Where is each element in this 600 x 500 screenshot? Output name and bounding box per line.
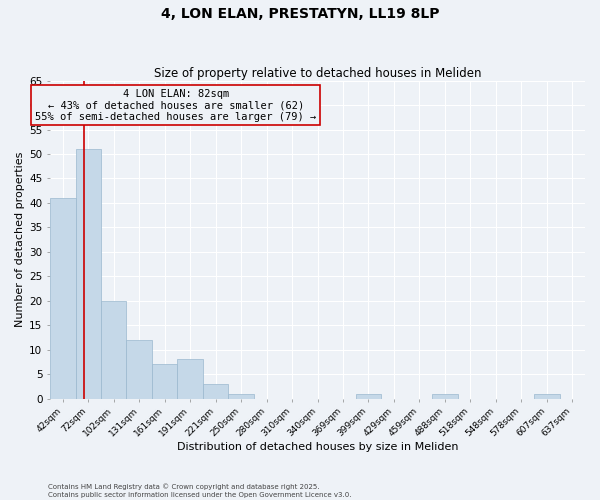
Bar [127, 340, 152, 398]
Text: Contains HM Land Registry data © Crown copyright and database right 2025.
Contai: Contains HM Land Registry data © Crown c… [48, 484, 352, 498]
Text: 4, LON ELAN, PRESTATYN, LL19 8LP: 4, LON ELAN, PRESTATYN, LL19 8LP [161, 8, 439, 22]
X-axis label: Distribution of detached houses by size in Meliden: Distribution of detached houses by size … [177, 442, 458, 452]
Bar [178, 360, 203, 399]
Bar [50, 198, 76, 398]
Text: 4 LON ELAN: 82sqm
← 43% of detached houses are smaller (62)
55% of semi-detached: 4 LON ELAN: 82sqm ← 43% of detached hous… [35, 88, 316, 122]
Bar [101, 301, 127, 398]
Title: Size of property relative to detached houses in Meliden: Size of property relative to detached ho… [154, 66, 481, 80]
Bar [203, 384, 229, 398]
Bar [534, 394, 560, 398]
Y-axis label: Number of detached properties: Number of detached properties [15, 152, 25, 328]
Bar [76, 149, 101, 398]
Bar [432, 394, 458, 398]
Bar [152, 364, 178, 398]
Bar [356, 394, 381, 398]
Bar [229, 394, 254, 398]
